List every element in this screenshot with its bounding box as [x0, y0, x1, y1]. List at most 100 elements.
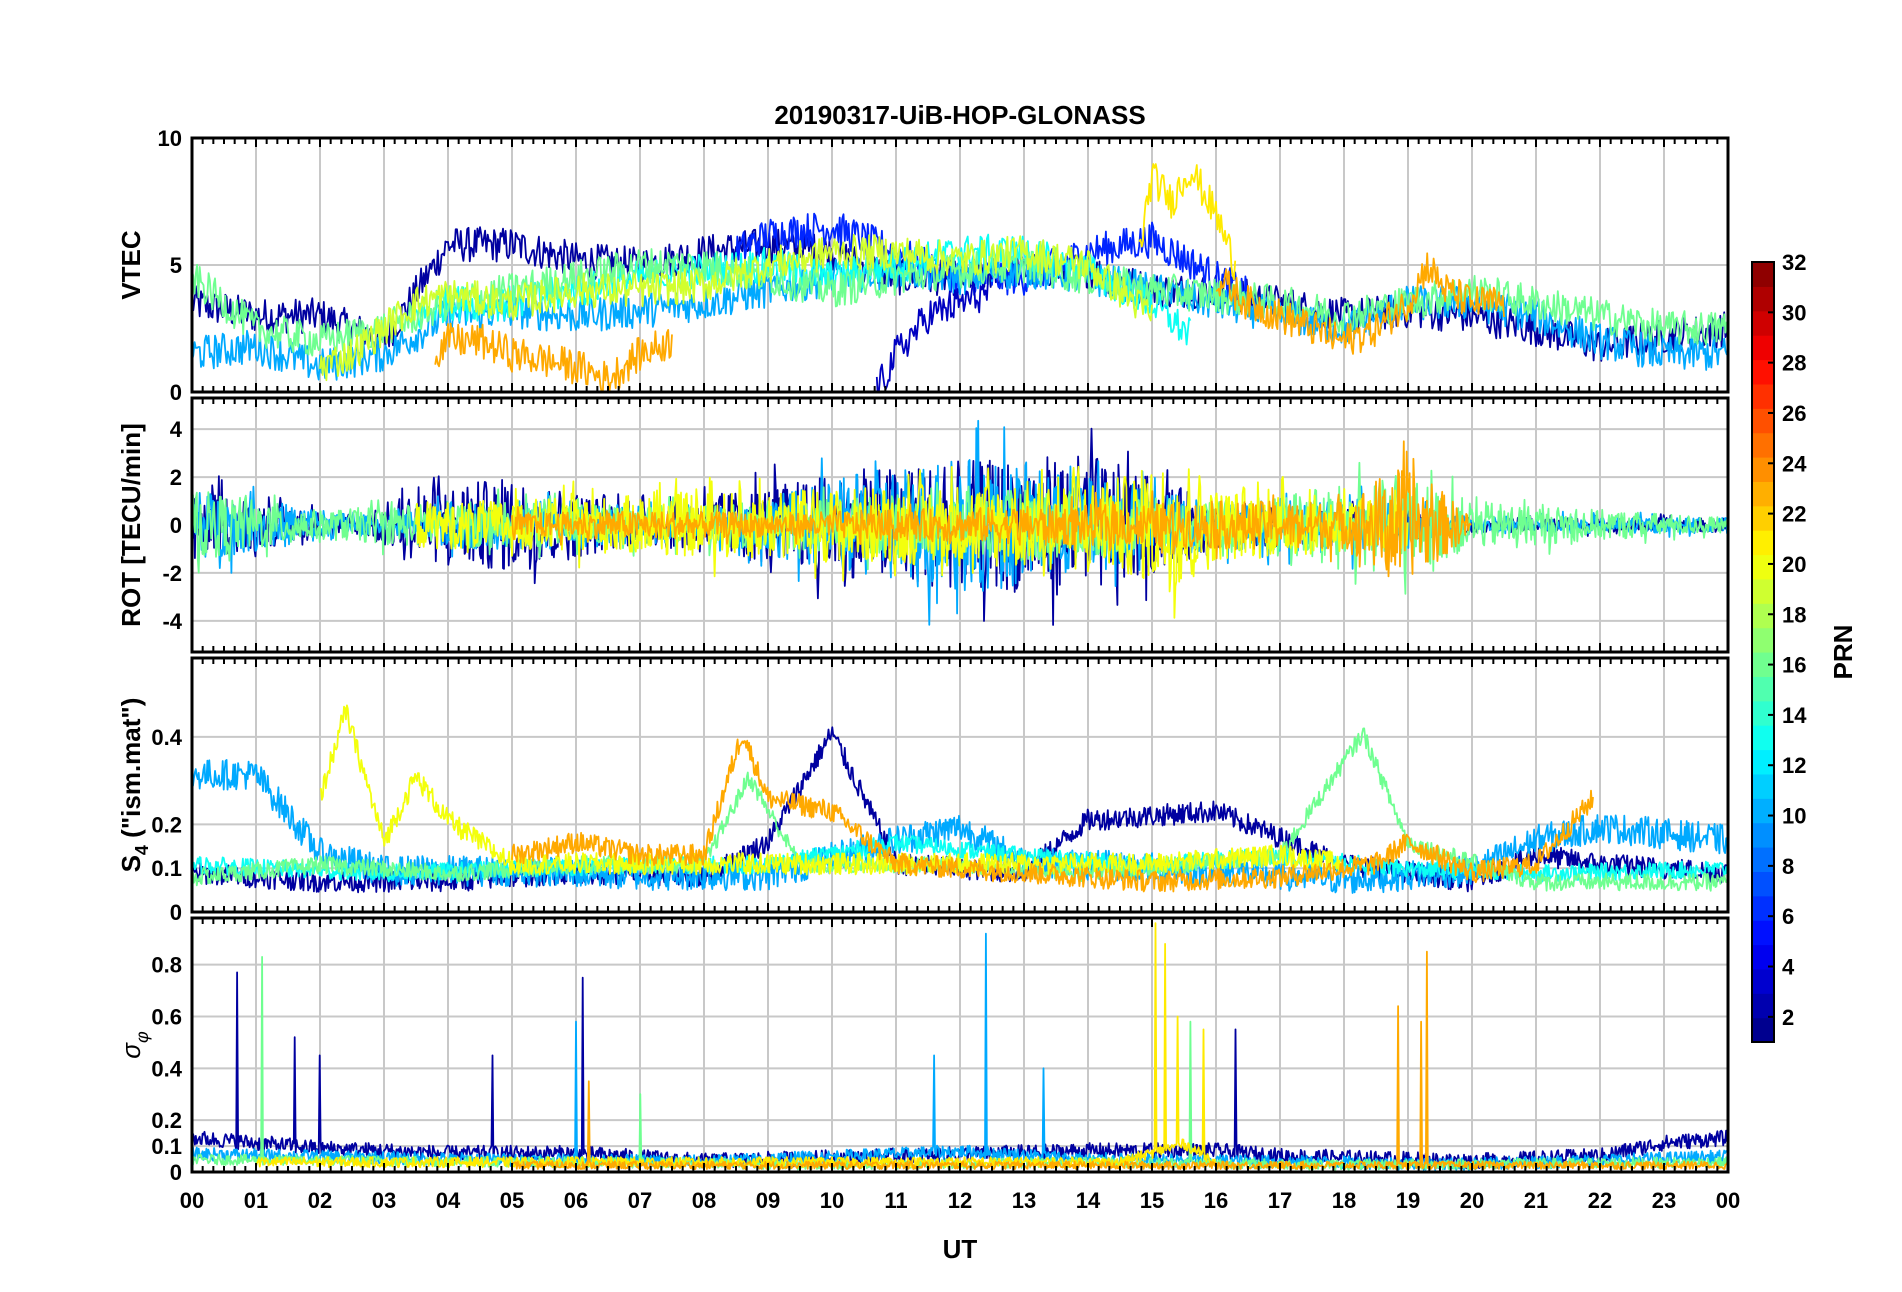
colorbar-segment: [1752, 578, 1774, 604]
colorbar-segment: [1752, 383, 1774, 409]
colorbar-segment: [1752, 993, 1774, 1019]
x-axis-label: UT: [943, 1234, 978, 1264]
colorbar-segment: [1752, 262, 1774, 287]
x-tick-label: 09: [756, 1188, 780, 1213]
x-tick-label: 10: [820, 1188, 844, 1213]
colorbar-segment: [1752, 335, 1774, 361]
colorbar-segment: [1752, 359, 1774, 385]
y-axis-label: σφ: [116, 1031, 152, 1059]
y-tick-label: -2: [162, 561, 182, 586]
x-tick-label: 19: [1396, 1188, 1420, 1213]
series-line-prn-23: [1215, 252, 1505, 355]
x-tick-label: 00: [1716, 1188, 1740, 1213]
x-tick-label: 12: [948, 1188, 972, 1213]
colorbar-segment: [1752, 822, 1774, 848]
y-axis-label: VTEC: [116, 230, 146, 300]
x-tick-label: 15: [1140, 1188, 1164, 1213]
colorbar-segment: [1752, 457, 1774, 482]
colorbar-segment: [1752, 481, 1774, 507]
y-axis-label: S4 ("ism.mat"): [116, 698, 152, 873]
x-tick-label: 11: [884, 1188, 907, 1213]
colorbar-tick-label: 18: [1782, 602, 1806, 627]
colorbar-segment: [1752, 505, 1774, 531]
colorbar-tick-label: 2: [1782, 1005, 1794, 1030]
series-line-prn-3: [875, 273, 993, 392]
y-tick-label: 4: [170, 417, 183, 442]
x-tick-label: 17: [1268, 1188, 1292, 1213]
panel-rot: -4 -2 0 2 4 ROT [TECU/min]: [116, 396, 1730, 654]
x-axis-tick-labels: 00 01 02 03 04 05 06 07 08 09 10 11 12 13 14 15 16 17 18 19…: [180, 1188, 1740, 1213]
x-tick-label: 22: [1588, 1188, 1612, 1213]
x-tick-label: 04: [436, 1188, 461, 1213]
colorbar-tick-label: 32: [1782, 250, 1806, 275]
x-tick-label: 07: [628, 1188, 652, 1213]
colorbar-segment: [1752, 944, 1774, 970]
colorbar-segment: [1752, 700, 1774, 726]
y-tick-label: 0.4: [151, 725, 182, 750]
x-tick-label: 02: [308, 1188, 332, 1213]
series-line-prn-23: [434, 322, 673, 392]
colorbar-tick-label: 6: [1782, 904, 1794, 929]
x-tick-label: 23: [1652, 1188, 1676, 1213]
colorbar-tick-label: 8: [1782, 854, 1794, 879]
colorbar-tick-label: 4: [1782, 955, 1795, 980]
x-tick-label: 21: [1524, 1188, 1548, 1213]
series-line-prn-21: [255, 922, 1216, 1169]
series-line-prn-16: [192, 248, 1728, 357]
colorbar-segment: [1752, 530, 1774, 556]
colorbar-segment: [1752, 968, 1774, 994]
x-tick-label: 13: [1012, 1188, 1036, 1213]
x-tick-label: 14: [1076, 1188, 1101, 1213]
colorbar-tick-label: 12: [1782, 753, 1806, 778]
y-tick-label: 5: [170, 253, 182, 278]
colorbar-segment: [1752, 310, 1774, 336]
y-tick-label: -4: [162, 609, 182, 634]
x-tick-label: 16: [1204, 1188, 1228, 1213]
colorbar-segment: [1752, 847, 1774, 872]
chart-title: 20190317-UiB-HOP-GLONASS: [774, 100, 1145, 130]
x-tick-label: 08: [692, 1188, 716, 1213]
panel-s4: 0 0.1 0.2 0.4S4 ("ism.mat"): [116, 656, 1730, 925]
colorbar-segment: [1752, 627, 1774, 653]
y-tick-label: 0.8: [151, 953, 182, 978]
x-tick-label: 20: [1460, 1188, 1484, 1213]
series-line-prn-23: [511, 440, 1472, 578]
colorbar-tick-label: 22: [1782, 502, 1806, 527]
colorbar-segment: [1752, 652, 1774, 677]
y-tick-label: 2: [170, 465, 182, 490]
colorbar-tick-label: 28: [1782, 351, 1806, 376]
x-tick-label: 05: [500, 1188, 524, 1213]
colorbar-segment: [1752, 871, 1774, 897]
y-tick-label: 0.6: [151, 1004, 182, 1029]
series-line-prn-6: [735, 212, 1249, 307]
y-axis-label: ROT [TECU/min]: [116, 423, 146, 627]
colorbar-segment: [1752, 554, 1774, 580]
x-tick-label: 03: [372, 1188, 396, 1213]
colorbar-frame: [1751, 261, 1775, 1043]
colorbar-segment: [1752, 603, 1774, 629]
panel-sigma-phi: 00.10.2 0.4 0.6 0.8 σφ: [116, 916, 1730, 1185]
x-tick-label: 18: [1332, 1188, 1356, 1213]
colorbar-segment: [1752, 798, 1774, 824]
y-tick-label: 0.1: [151, 1134, 182, 1159]
colorbar-tick-label: 20: [1782, 552, 1806, 577]
colorbar-tick-label: 24: [1782, 451, 1807, 476]
colorbar-tick-label: 14: [1782, 703, 1807, 728]
colorbar-tick-label: 30: [1782, 300, 1806, 325]
x-tick-label: 06: [564, 1188, 588, 1213]
y-tick-label: 0.1: [151, 856, 182, 881]
colorbar-segment: [1752, 725, 1774, 751]
colorbar-tick-label: 10: [1782, 804, 1806, 829]
colorbar-segment: [1752, 432, 1774, 458]
x-tick-label: 00: [180, 1188, 204, 1213]
y-tick-label: 10: [158, 126, 182, 151]
colorbar-tick-label: 26: [1782, 401, 1806, 426]
y-tick-label: 0: [170, 513, 182, 538]
y-tick-label: 0: [170, 900, 182, 925]
colorbar-segment: [1752, 749, 1774, 775]
y-tick-label: 0.4: [151, 1056, 182, 1081]
series-line-prn-19: [319, 233, 1153, 382]
panel-vtec: 0 5 10 VTEC: [116, 126, 1730, 405]
